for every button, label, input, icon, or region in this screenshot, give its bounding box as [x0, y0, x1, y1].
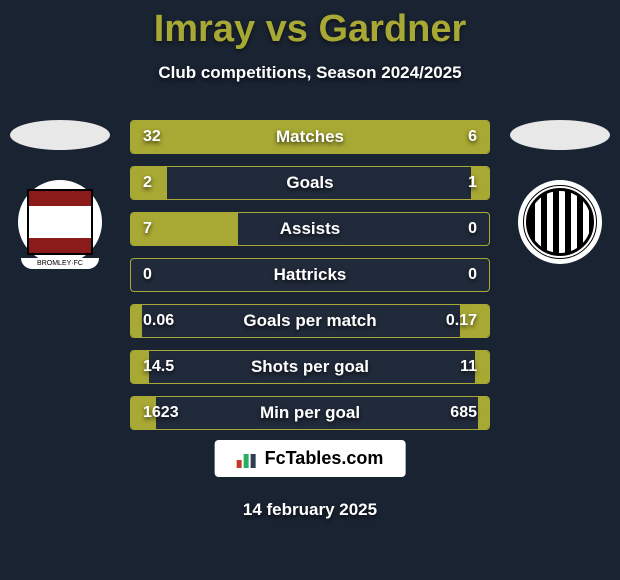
stat-label: Min per goal [131, 403, 489, 423]
stat-label: Goals per match [131, 311, 489, 331]
stat-row-shots-per-goal: 14.5 Shots per goal 11 [130, 350, 490, 384]
stat-row-assists: 7 Assists 0 [130, 212, 490, 246]
subtitle: Club competitions, Season 2024/2025 [0, 63, 620, 83]
club-crest-left [18, 180, 102, 264]
stat-label: Goals [131, 173, 489, 193]
avatar-placeholder-right [510, 120, 610, 150]
stat-row-goals-per-match: 0.06 Goals per match 0.17 [130, 304, 490, 338]
club-crest-right [518, 180, 602, 264]
stat-value-right: 685 [450, 404, 477, 422]
stat-value-right: 0 [468, 266, 477, 284]
stat-label: Shots per goal [131, 357, 489, 377]
chart-icon [237, 450, 259, 468]
stat-value-right: 0.17 [446, 312, 477, 330]
page-title: Imray vs Gardner [0, 0, 620, 51]
player-right-badge [510, 120, 610, 264]
stat-value-right: 6 [468, 128, 477, 146]
stat-label: Hattricks [131, 265, 489, 285]
stat-row-goals: 2 Goals 1 [130, 166, 490, 200]
site-tag[interactable]: FcTables.com [215, 440, 406, 477]
stat-label: Assists [131, 219, 489, 239]
stat-value-right: 1 [468, 174, 477, 192]
stat-label: Matches [131, 127, 489, 147]
stats-container: 32 Matches 6 2 Goals 1 7 Assists 0 0 Hat… [130, 120, 490, 442]
stat-value-right: 11 [460, 358, 477, 376]
site-tag-label: FcTables.com [265, 448, 384, 469]
date-label: 14 february 2025 [0, 500, 620, 520]
stat-value-right: 0 [468, 220, 477, 238]
stat-row-hattricks: 0 Hattricks 0 [130, 258, 490, 292]
stat-row-matches: 32 Matches 6 [130, 120, 490, 154]
stat-row-min-per-goal: 1623 Min per goal 685 [130, 396, 490, 430]
avatar-placeholder-left [10, 120, 110, 150]
player-left-badge [10, 120, 110, 264]
